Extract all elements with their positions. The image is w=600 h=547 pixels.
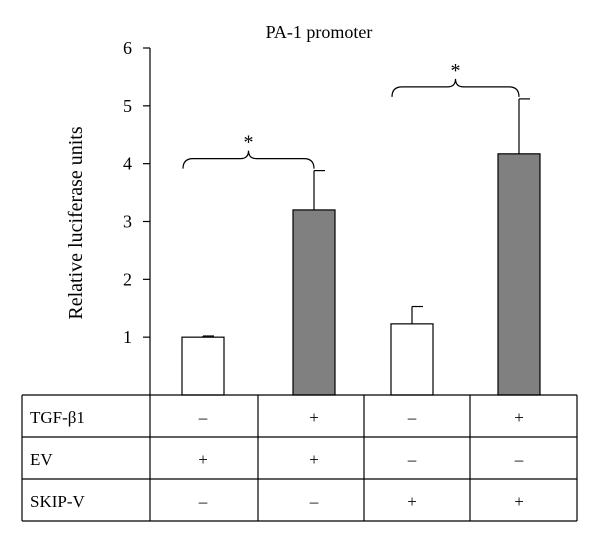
significance-brackets: ** — [182, 60, 520, 169]
condition-value: – — [407, 408, 417, 427]
bar — [497, 153, 541, 396]
y-tick-label: 6 — [123, 38, 132, 58]
condition-value: – — [309, 492, 319, 511]
condition-value: – — [198, 408, 208, 427]
bar — [181, 336, 225, 396]
condition-value: + — [514, 408, 524, 427]
bars — [181, 98, 541, 396]
condition-value: – — [407, 450, 417, 469]
y-axis-title: Relative luciferase units — [65, 126, 87, 319]
y-tick-label: 1 — [123, 327, 132, 347]
y-tick-label: 3 — [123, 212, 132, 232]
condition-value: + — [309, 408, 319, 427]
condition-label: TGF-β1 — [30, 408, 85, 427]
condition-label: EV — [30, 450, 53, 469]
significance-bracket — [182, 150, 315, 169]
condition-label: SKIP-V — [30, 492, 86, 511]
condition-value: – — [198, 492, 208, 511]
chart-title: PA-1 promoter — [266, 22, 373, 42]
significance-star: * — [451, 60, 461, 82]
bar — [390, 323, 434, 396]
bar — [292, 209, 336, 396]
y-tick-label: 5 — [123, 96, 132, 116]
condition-value: + — [514, 492, 524, 511]
y-tick-label: 2 — [123, 269, 132, 289]
condition-value: – — [514, 450, 524, 469]
condition-value: + — [198, 450, 208, 469]
condition-value: + — [407, 492, 417, 511]
y-tick-label: 4 — [123, 154, 132, 174]
conditions-table: TGF-β1 – + – + EV + + – – SKIP-V – – + + — [21, 394, 578, 522]
y-ticks: 1 2 3 4 5 6 — [123, 38, 150, 347]
condition-value: + — [309, 450, 319, 469]
significance-star: * — [244, 132, 254, 154]
